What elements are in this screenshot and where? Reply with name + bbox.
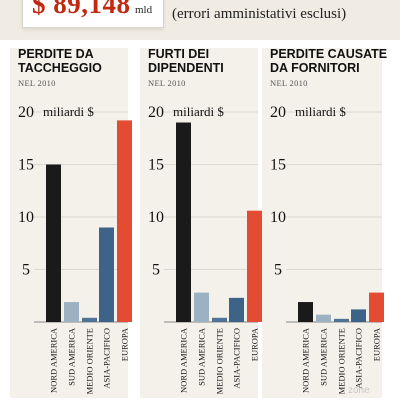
panel-title: DIPENDENTI bbox=[148, 61, 224, 75]
panel-subtitle: NEL 2010 bbox=[270, 78, 308, 88]
bar-medio-oriente bbox=[82, 317, 97, 322]
y-tick-label: 10 bbox=[270, 209, 286, 226]
category-label: ASIA-PACIFICO bbox=[102, 328, 112, 389]
panel-title: PERDITE CAUSATE bbox=[270, 47, 387, 61]
category-label: SUD AMERICA bbox=[319, 327, 329, 386]
unit-label: miliardi $ bbox=[295, 104, 346, 119]
bar-europa bbox=[117, 120, 132, 323]
category-label: MEDIO ORIENTE bbox=[85, 328, 95, 394]
bar-nord-america bbox=[298, 302, 313, 322]
panel-subtitle: NEL 2010 bbox=[148, 78, 186, 88]
bar-asia-pacifico bbox=[99, 227, 114, 322]
category-label: MEDIO ORIENTE bbox=[215, 328, 225, 394]
y-tick-label: 20 bbox=[270, 104, 286, 121]
bar-medio-oriente bbox=[212, 317, 227, 322]
panel-title: DA FORNITORI bbox=[270, 61, 360, 75]
category-label: ASIA-PACIFICO bbox=[354, 328, 364, 389]
y-tick-label: 20 bbox=[18, 104, 34, 121]
category-label: MEDIO ORIENTE bbox=[337, 328, 347, 394]
total-unit: mld bbox=[135, 4, 153, 16]
y-tick-label: 5 bbox=[152, 262, 160, 279]
panel-title: TACCHEGGIO bbox=[18, 61, 102, 75]
total-value: $ 89,148 bbox=[32, 0, 131, 19]
category-label: SUD AMERICA bbox=[197, 327, 207, 386]
panel-title: PERDITE DA bbox=[18, 47, 94, 61]
category-label: NORD AMERICA bbox=[49, 327, 59, 393]
header-subtitle: (errori amministativi esclusi) bbox=[172, 6, 347, 22]
category-label: EUROPA bbox=[120, 327, 130, 361]
bar-sud-america bbox=[316, 314, 331, 322]
panel-title: FURTI DEI bbox=[148, 47, 209, 61]
total-box bbox=[22, 0, 164, 28]
category-label: NORD AMERICA bbox=[179, 327, 189, 393]
unit-label: miliardi $ bbox=[173, 104, 224, 119]
bar-nord-america bbox=[176, 122, 191, 322]
bar-europa bbox=[369, 292, 384, 322]
y-tick-label: 5 bbox=[22, 262, 30, 279]
y-tick-label: 15 bbox=[18, 157, 34, 174]
y-tick-label: 5 bbox=[274, 262, 282, 279]
watermark: zone bbox=[348, 385, 370, 396]
unit-label: miliardi $ bbox=[43, 104, 94, 119]
y-tick-label: 15 bbox=[148, 157, 164, 174]
panel-background bbox=[10, 48, 128, 398]
bar-medio-oriente bbox=[334, 318, 349, 322]
category-label: SUD AMERICA bbox=[67, 327, 77, 386]
bar-asia-pacifico bbox=[351, 309, 366, 322]
category-label: ASIA-PACIFICO bbox=[232, 328, 242, 389]
y-tick-label: 10 bbox=[18, 209, 34, 226]
panel-background bbox=[140, 48, 258, 398]
y-tick-label: 20 bbox=[148, 104, 164, 121]
bar-sud-america bbox=[64, 302, 79, 322]
bar-asia-pacifico bbox=[229, 297, 244, 322]
bar-sud-america bbox=[194, 292, 209, 322]
panel-background bbox=[262, 48, 382, 398]
panel-subtitle: NEL 2010 bbox=[18, 78, 56, 88]
category-label: EUROPA bbox=[250, 327, 260, 361]
y-tick-label: 15 bbox=[270, 157, 286, 174]
y-tick-label: 10 bbox=[148, 209, 164, 226]
category-label: EUROPA bbox=[372, 327, 382, 361]
bar-nord-america bbox=[46, 164, 61, 322]
bar-europa bbox=[247, 210, 262, 322]
category-label: NORD AMERICA bbox=[301, 327, 311, 393]
